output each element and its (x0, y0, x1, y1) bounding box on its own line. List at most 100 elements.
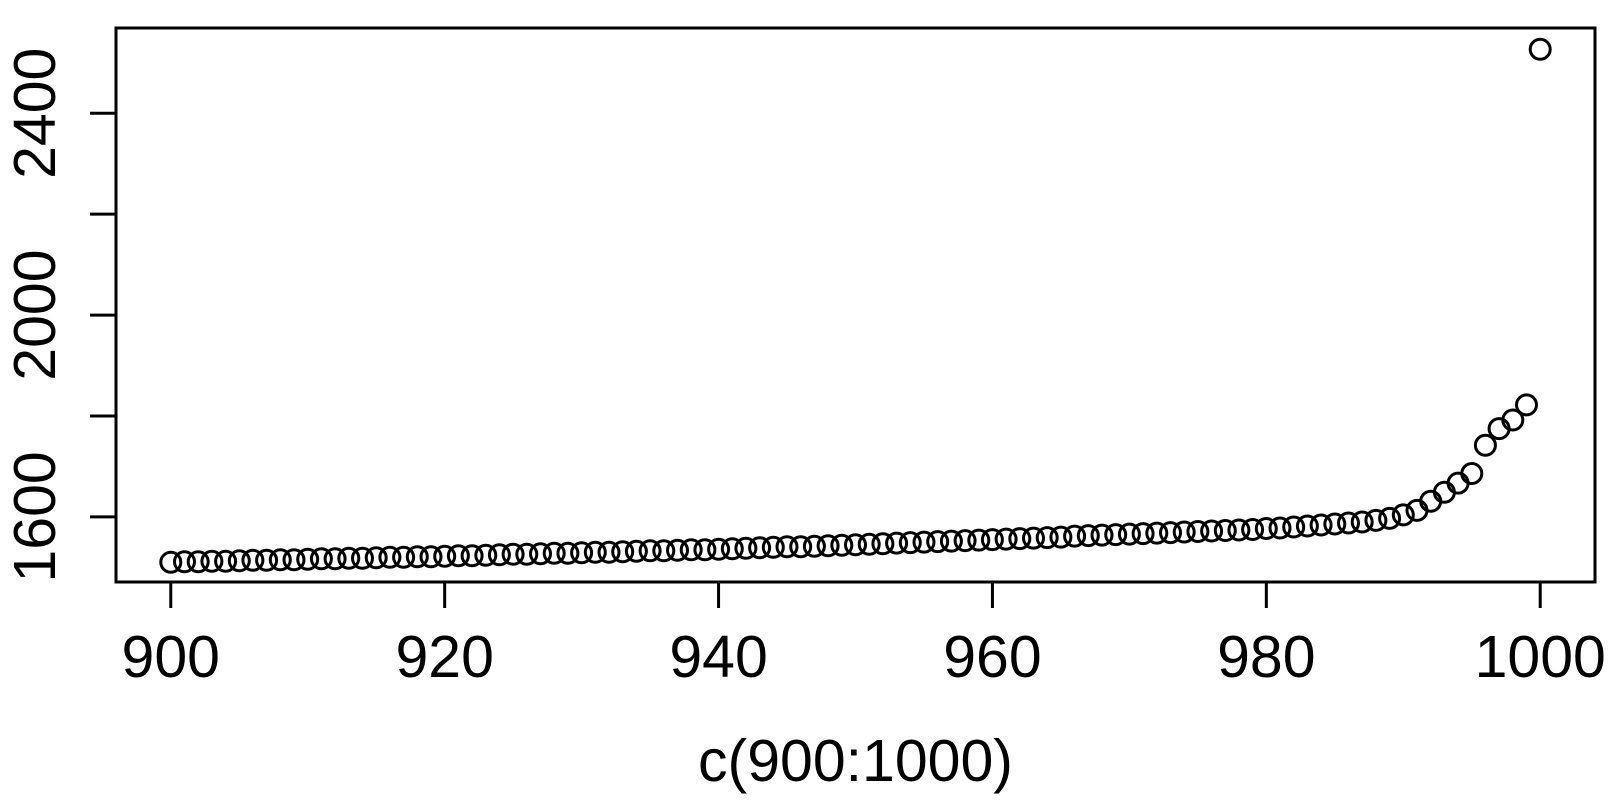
data-point (748, 536, 772, 560)
data-point (967, 528, 991, 552)
data-point (1473, 433, 1497, 457)
data-point (1090, 523, 1114, 547)
x-tick-label: 980 (1217, 624, 1315, 690)
data-point (1323, 512, 1347, 536)
data-point (200, 549, 224, 573)
data-point (885, 531, 909, 555)
x-tick-label: 900 (122, 624, 220, 690)
data-point (1186, 520, 1210, 543)
plot-box (114, 26, 1597, 584)
y-tick-label: 1600 (2, 451, 68, 582)
data-point (241, 548, 265, 572)
data-point (405, 545, 429, 569)
data-point (515, 542, 539, 566)
data-point (939, 529, 963, 553)
data-point (460, 544, 484, 568)
x-tick-label: 1000 (1475, 624, 1606, 690)
data-point (624, 539, 648, 563)
data-point (1076, 524, 1100, 548)
x-tick-label: 920 (395, 624, 493, 690)
x-axis-title: c(900:1000) (698, 728, 1013, 794)
y-axis: 1600 2000 2400 (2, 48, 116, 583)
data-point (666, 538, 689, 562)
data-point (433, 544, 457, 568)
data-point (1117, 522, 1141, 546)
data-point (1282, 515, 1306, 539)
data-point (693, 538, 717, 562)
data-point (1515, 393, 1538, 417)
data-point (378, 545, 402, 569)
plot-frame (114, 26, 1597, 584)
data-point (1268, 516, 1292, 540)
data-point (542, 541, 566, 565)
data-point (720, 537, 744, 561)
data-point (186, 550, 210, 574)
data-point (597, 540, 621, 564)
data-point (707, 537, 731, 561)
data-point (364, 546, 388, 570)
data-point (611, 540, 635, 564)
data-point (214, 549, 238, 573)
data-point (1200, 519, 1224, 543)
data-point (830, 533, 854, 557)
data-point (1350, 510, 1374, 534)
data-point (816, 534, 840, 558)
data-point (1501, 408, 1525, 432)
data-point (337, 546, 361, 570)
data-point (501, 542, 525, 566)
data-point (323, 547, 347, 571)
data-point (1364, 508, 1388, 532)
data-point (392, 545, 416, 569)
data-point (638, 539, 662, 563)
y-tick-label: 2000 (2, 249, 68, 380)
data-point (1378, 506, 1402, 530)
x-axis: 900 920 940 960 980 1000 (122, 582, 1606, 690)
data-point (1104, 523, 1128, 547)
data-point (446, 544, 470, 568)
data-point (1309, 513, 1333, 537)
data-point (173, 550, 196, 574)
data-points-layer (159, 37, 1552, 574)
data-point (1241, 518, 1265, 541)
data-point (268, 548, 292, 572)
data-point (980, 528, 1004, 552)
data-point (1254, 517, 1278, 540)
data-point (953, 529, 977, 553)
data-point (227, 549, 251, 573)
data-point (1391, 503, 1415, 527)
data-point (898, 531, 922, 555)
data-point (789, 535, 813, 559)
data-point (570, 541, 594, 565)
data-point (487, 543, 511, 567)
data-point (775, 535, 799, 559)
data-point (926, 530, 950, 554)
data-point (1159, 521, 1182, 545)
data-point (1035, 526, 1059, 550)
x-tick-label: 940 (669, 624, 767, 690)
data-point (1172, 520, 1196, 544)
data-point (1528, 37, 1552, 61)
data-point (857, 532, 881, 556)
data-point (1295, 514, 1319, 538)
data-point (296, 547, 320, 571)
data-point (1022, 526, 1045, 550)
data-point (1131, 522, 1155, 546)
data-point (652, 539, 676, 563)
data-point (1227, 518, 1251, 542)
data-point (583, 540, 607, 564)
data-point (1063, 524, 1087, 548)
data-point (844, 533, 867, 557)
data-point (1460, 462, 1484, 485)
data-point (474, 543, 498, 567)
data-point (419, 545, 443, 569)
data-point (309, 547, 333, 571)
y-tick-label: 2400 (2, 48, 68, 179)
data-point (159, 550, 183, 574)
data-point (529, 542, 552, 566)
x-tick-label: 960 (943, 624, 1041, 690)
data-point (1049, 525, 1073, 549)
data-point (1145, 521, 1169, 545)
data-point (734, 536, 758, 560)
